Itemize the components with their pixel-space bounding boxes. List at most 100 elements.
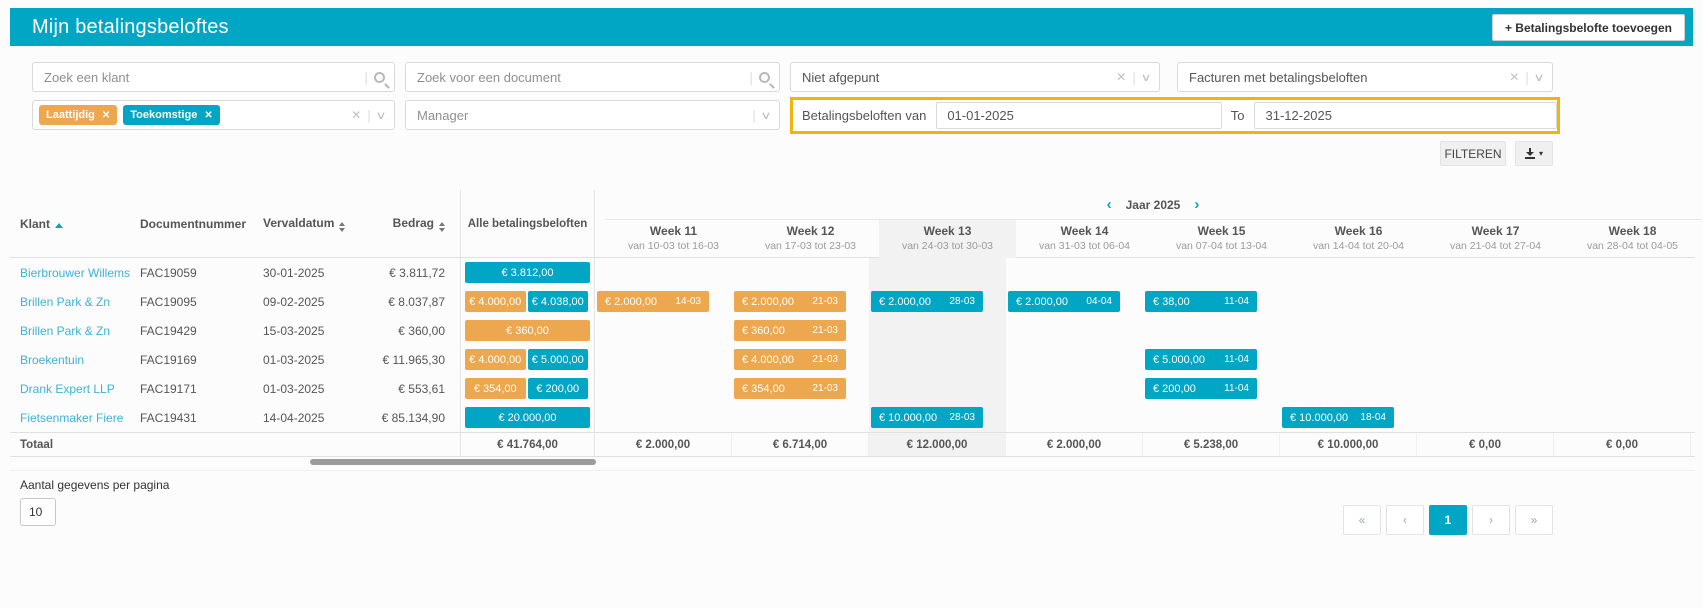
status-tags-multiselect[interactable]: Laattijdig ✕ Toekomstige✕ ✕ | ∨ xyxy=(32,100,395,130)
status-select[interactable]: Niet afgepunt ✕|∨ xyxy=(790,62,1160,92)
tag-laattijdig[interactable]: Laattijdig ✕ xyxy=(39,105,117,125)
chevron-left-icon[interactable]: ‹ xyxy=(1107,197,1112,212)
caret-down-icon: ▾ xyxy=(1539,149,1543,158)
promise-chip[interactable]: € 2.000,0004-04 xyxy=(1008,291,1120,312)
divider: | xyxy=(1132,69,1136,85)
col-vervaldatum[interactable]: Vervaldatum xyxy=(263,216,360,232)
chevron-down-icon[interactable]: ∨ xyxy=(760,109,771,122)
page-1-button[interactable]: 1 xyxy=(1429,505,1467,535)
table-row: Brillen Park & Zn FAC19095 09-02-2025 € … xyxy=(10,287,1695,316)
document-search-input[interactable]: Zoek voor een document | xyxy=(405,62,780,92)
promise-chip[interactable]: € 354,00 xyxy=(465,378,526,399)
download-icon xyxy=(1525,148,1536,159)
promise-chip[interactable]: € 4.000,00 xyxy=(465,291,526,312)
clear-icon[interactable]: ✕ xyxy=(1116,70,1126,84)
client-link[interactable]: Brillen Park & Zn xyxy=(20,295,110,309)
promise-chip[interactable]: € 5.000,0011-04 xyxy=(1145,349,1257,370)
divider: | xyxy=(364,69,368,85)
promise-chip[interactable]: € 38,0011-04 xyxy=(1145,291,1257,312)
total-week: € 6.714,00 xyxy=(732,433,869,456)
due-date: 09-02-2025 xyxy=(263,295,360,309)
scrollbar-thumb[interactable] xyxy=(310,459,596,465)
payment-promises-table: Klant Documentnummer Vervaldatum Bedrag … xyxy=(10,190,1695,457)
table-row: Drank Expert LLP FAC19171 01-03-2025 € 5… xyxy=(10,374,1695,403)
promise-chip[interactable]: € 200,0011-04 xyxy=(1145,378,1257,399)
date-from-input[interactable]: 01-01-2025 xyxy=(936,102,1221,129)
promise-chip[interactable]: € 4.000,00 xyxy=(465,349,526,370)
page-prev-button[interactable]: ‹ xyxy=(1386,505,1424,535)
promise-chip[interactable]: € 5.000,00 xyxy=(528,349,589,370)
search-icon[interactable] xyxy=(374,72,385,83)
filter-button[interactable]: FILTEREN xyxy=(1440,141,1506,166)
chevron-down-icon[interactable]: ∨ xyxy=(1533,71,1544,84)
sort-asc-icon[interactable] xyxy=(55,223,63,228)
col-alle-betalingsbeloften: Alle betalingsbeloften xyxy=(460,190,595,258)
invoice-filter-select[interactable]: Facturen met betalingsbeloften ✕|∨ xyxy=(1177,62,1553,92)
col-bedrag[interactable]: Bedrag xyxy=(360,216,445,232)
total-week: € 10.000,00 xyxy=(1280,433,1417,456)
promise-chip[interactable]: € 360,0021-03 xyxy=(734,320,846,341)
promise-chip[interactable]: € 10.000,0028-03 xyxy=(871,407,983,428)
promise-chip[interactable]: € 10.000,0018-04 xyxy=(1282,407,1394,428)
date-range-label: Betalingsbeloften van xyxy=(793,108,936,123)
due-date: 01-03-2025 xyxy=(263,353,360,367)
client-link[interactable]: Bierbrouwer Willems xyxy=(20,266,130,280)
sort-icon[interactable] xyxy=(339,222,345,232)
promise-chip[interactable]: € 4.038,00 xyxy=(528,291,589,312)
clear-icon[interactable]: ✕ xyxy=(351,108,361,122)
add-payment-promise-button[interactable]: + Betalingsbelofte toevoegen xyxy=(1492,14,1685,41)
divider: | xyxy=(1525,69,1529,85)
promise-chip[interactable]: € 2.000,0021-03 xyxy=(734,291,846,312)
page-last-button[interactable]: » xyxy=(1515,505,1553,535)
year-label: Jaar 2025 xyxy=(1126,198,1181,212)
download-button[interactable]: ▾ xyxy=(1515,141,1553,166)
promise-chip[interactable]: € 200,00 xyxy=(528,378,589,399)
tag-toekomstige[interactable]: Toekomstige✕ xyxy=(123,105,219,125)
client-search-input[interactable]: Zoek een klant | xyxy=(32,62,395,92)
clear-icon[interactable]: ✕ xyxy=(1509,70,1519,84)
table-row: Brillen Park & Zn FAC19429 15-03-2025 € … xyxy=(10,316,1695,345)
client-link[interactable]: Drank Expert LLP xyxy=(20,382,115,396)
remove-tag-icon[interactable]: ✕ xyxy=(102,110,110,121)
divider: | xyxy=(367,107,371,123)
promise-chip[interactable]: € 20.000,00 xyxy=(465,407,590,428)
search-icon[interactable] xyxy=(759,72,770,83)
chevron-down-icon[interactable]: ∨ xyxy=(1140,71,1151,84)
client-link[interactable]: Broekentuin xyxy=(20,353,84,367)
amount: € 360,00 xyxy=(360,324,445,338)
manager-placeholder: Manager xyxy=(406,108,752,123)
promise-chip[interactable]: € 360,00 xyxy=(465,320,590,341)
page-first-button[interactable]: « xyxy=(1343,505,1381,535)
per-page-input[interactable] xyxy=(20,498,56,526)
chevron-right-icon[interactable]: › xyxy=(1194,197,1199,212)
page: Mijn betalingsbeloftes + Betalingsbeloft… xyxy=(0,0,1703,608)
due-date: 14-04-2025 xyxy=(263,411,360,425)
remove-tag-icon[interactable]: ✕ xyxy=(204,110,212,121)
document-number: FAC19169 xyxy=(140,353,263,367)
client-link[interactable]: Fietsenmaker Fiere xyxy=(20,411,123,425)
payment-promise-date-range: Betalingsbeloften van 01-01-2025 To 31-1… xyxy=(790,97,1560,134)
promise-chip[interactable]: € 354,0021-03 xyxy=(734,378,846,399)
sort-icon[interactable] xyxy=(439,222,445,232)
promise-chip[interactable]: € 2.000,0028-03 xyxy=(871,291,983,312)
horizontal-scrollbar xyxy=(10,459,1695,465)
document-number: FAC19431 xyxy=(140,411,263,425)
total-week: € 2.000,00 xyxy=(595,433,732,456)
total-week: € 12.000,00 xyxy=(869,433,1006,456)
promise-chip[interactable]: € 2.000,0014-03 xyxy=(597,291,709,312)
chevron-down-icon[interactable]: ∨ xyxy=(375,109,386,122)
tag-label: Laattijdig xyxy=(46,109,95,121)
weeks-header: ‹ Jaar 2025 › Week 11van 10-03 tot 16-03… xyxy=(605,190,1701,258)
document-number: FAC19171 xyxy=(140,382,263,396)
manager-select[interactable]: Manager |∨ xyxy=(405,100,780,130)
col-klant[interactable]: Klant xyxy=(10,217,140,231)
client-link[interactable]: Brillen Park & Zn xyxy=(20,324,110,338)
promise-chip[interactable]: € 3.812,00 xyxy=(465,262,590,283)
promise-chip[interactable]: € 4.000,0021-03 xyxy=(734,349,846,370)
date-to-input[interactable]: 31-12-2025 xyxy=(1254,102,1557,129)
client-search-placeholder: Zoek een klant xyxy=(33,70,364,85)
page-title: Mijn betalingsbeloftes xyxy=(10,16,229,39)
page-next-button[interactable]: › xyxy=(1472,505,1510,535)
col-documentnummer[interactable]: Documentnummer xyxy=(140,217,263,231)
document-number: FAC19429 xyxy=(140,324,263,338)
